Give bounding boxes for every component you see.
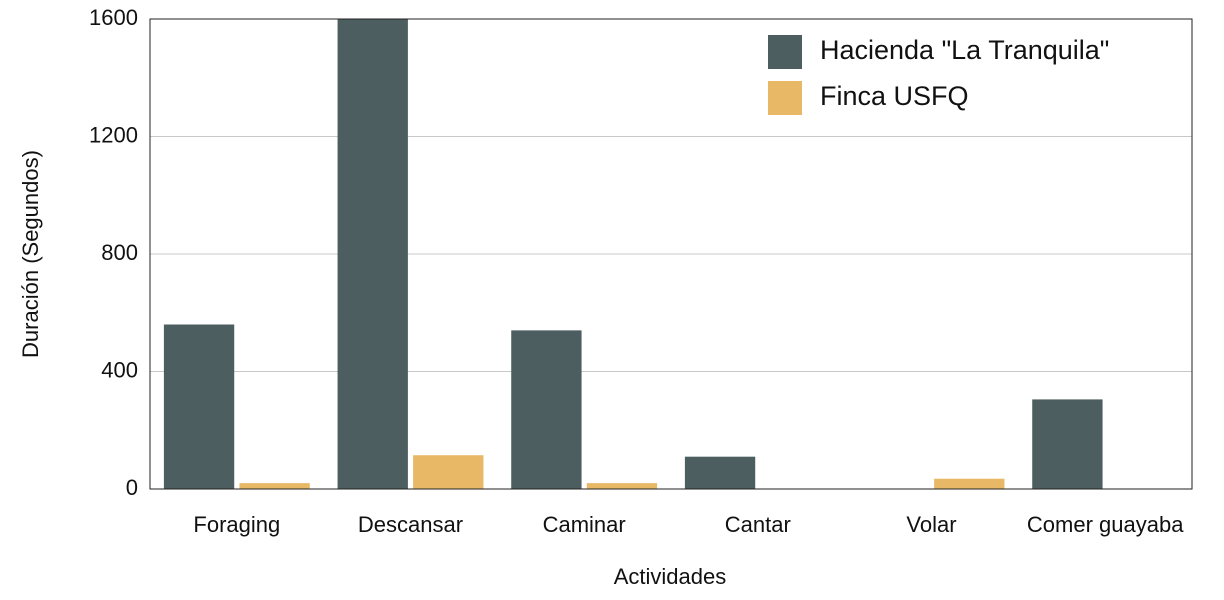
y-tick-label: 400 <box>101 357 138 382</box>
bar <box>586 483 658 489</box>
x-tick-label: Cantar <box>725 512 791 537</box>
plot-frame <box>149 18 1193 490</box>
y-tick-label: 1200 <box>89 122 138 147</box>
bar <box>511 330 582 489</box>
y-axis-label: Duración (Segundos) <box>18 150 43 358</box>
bar <box>684 456 756 489</box>
x-axis-label: Actividades <box>614 564 727 589</box>
legend-swatch <box>768 35 802 69</box>
bar <box>337 19 408 489</box>
bar <box>239 483 310 489</box>
legend-swatch <box>768 81 802 115</box>
legend-label: Hacienda "La Tranquila" <box>820 35 1109 65</box>
x-tick-label: Comer guayaba <box>1027 512 1184 537</box>
x-tick-label: Foraging <box>193 512 280 537</box>
bar <box>934 478 1005 489</box>
bar <box>1032 399 1103 489</box>
y-tick-label: 1600 <box>89 5 138 30</box>
y-tick-label: 0 <box>126 475 138 500</box>
x-tick-label: Volar <box>906 512 956 537</box>
y-tick-label: 800 <box>101 240 138 265</box>
x-tick-label: Descansar <box>358 512 463 537</box>
legend-label: Finca USFQ <box>820 81 969 111</box>
x-tick-label: Caminar <box>543 512 626 537</box>
bar <box>413 455 484 489</box>
bar <box>163 324 235 489</box>
